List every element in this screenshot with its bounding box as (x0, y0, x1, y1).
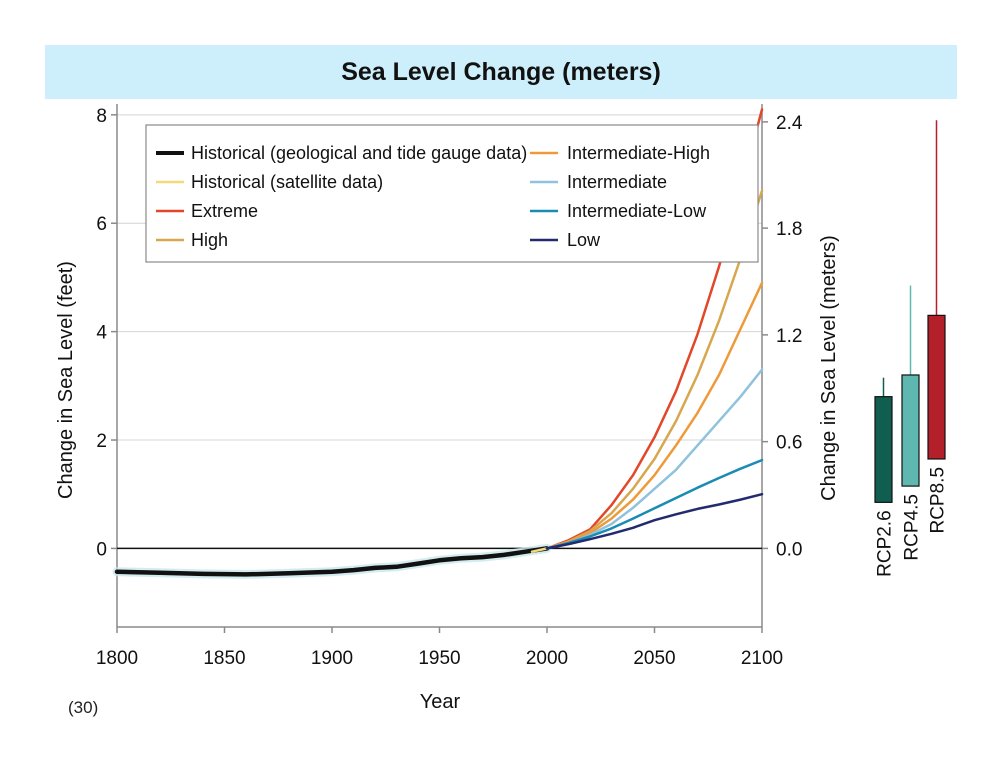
rcp-label: RCP2.6 (875, 510, 896, 577)
y-tick-label-right: 1.8 (776, 219, 802, 240)
y-tick-label-right: 0.0 (776, 539, 802, 560)
chart-title: Sea Level Change (meters) (341, 58, 661, 86)
x-tick-label: 1900 (311, 648, 353, 669)
title-band: Sea Level Change (meters) (45, 45, 957, 99)
y-tick-label: 4 (96, 323, 107, 344)
x-tick-label: 2100 (741, 648, 783, 669)
legend-label: Low (567, 230, 601, 250)
rcp-box (874, 396, 893, 503)
x-tick-label: 2000 (526, 648, 568, 669)
series-line-intermediate-low (545, 458, 764, 550)
legend-label: High (191, 230, 228, 250)
x-axis-title: Year (420, 691, 461, 713)
y-tick-label-right: 1.2 (776, 326, 802, 347)
y-axis-title-left: Change in Sea Level (feet) (55, 261, 77, 499)
y-tick-label-right: 2.4 (776, 113, 803, 134)
footnote: (30) (68, 698, 99, 717)
rcp-box (901, 374, 920, 487)
y-tick-label: 2 (96, 431, 107, 452)
legend-label: Extreme (191, 201, 258, 221)
series-line-historical-geological (114, 546, 550, 577)
rcp-label: RCP4.5 (902, 494, 923, 561)
x-tick-label: 2050 (633, 648, 675, 669)
y-tick-label-right: 0.6 (776, 433, 802, 454)
x-tick-label: 1950 (418, 648, 460, 669)
y-tick-label: 6 (96, 214, 107, 235)
y-tick-label: 8 (96, 106, 107, 127)
series-line-low (545, 492, 764, 550)
y-tick-label: 0 (96, 539, 107, 560)
x-tick-label: 1850 (203, 648, 245, 669)
rcp-box (927, 314, 946, 460)
series-line-intermediate-high (545, 281, 764, 550)
legend-label: Historical (geological and tide gauge da… (191, 143, 527, 163)
x-tick-label: 1800 (96, 648, 138, 669)
legend-label: Historical (satellite data) (191, 172, 383, 192)
rcp-label: RCP8.5 (928, 467, 949, 534)
y-axis-title-right: Change in Sea Level (meters) (818, 235, 840, 501)
legend-label: Intermediate-High (567, 143, 710, 163)
series-line-high (545, 189, 764, 550)
legend-label: Intermediate (567, 172, 667, 192)
legend-box (145, 124, 759, 263)
legend-label: Intermediate-Low (567, 201, 707, 221)
